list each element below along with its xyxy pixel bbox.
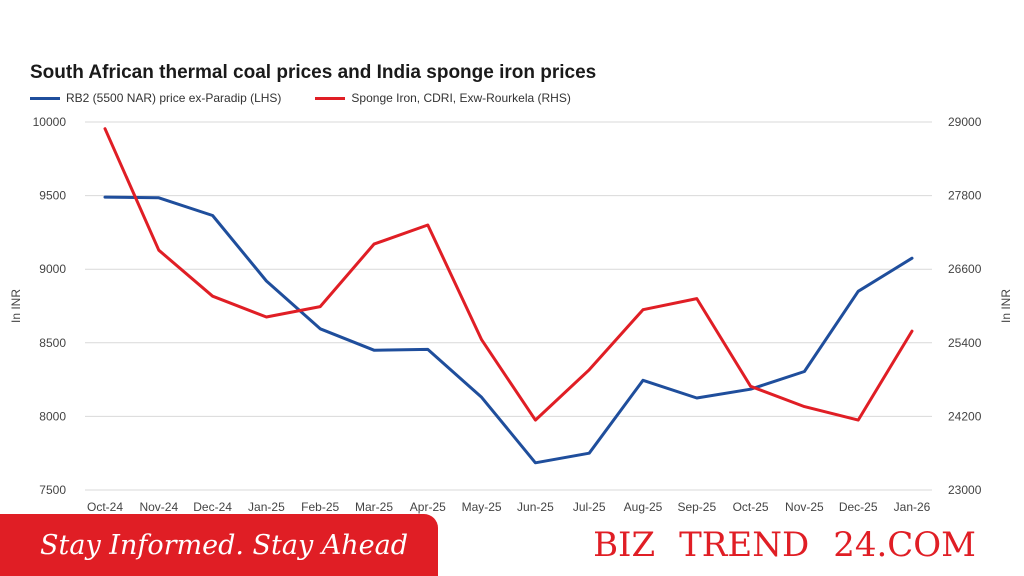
- x-tick-label: Oct-24: [87, 500, 123, 514]
- tagline-banner: Stay Informed. Stay Ahead: [0, 514, 438, 576]
- brand-banner: BIZ TREND 24.COM: [438, 514, 1024, 576]
- x-tick-label: Nov-24: [139, 500, 178, 514]
- x-tick-label: Sep-25: [677, 500, 716, 514]
- x-tick-label: Dec-24: [193, 500, 232, 514]
- y-tick-right: 23000: [948, 483, 982, 497]
- y-tick-right: 25400: [948, 336, 982, 350]
- series-line-rb2: [103, 195, 914, 465]
- y-tick-right: 27800: [948, 189, 982, 203]
- x-tick-label: Jan-25: [248, 500, 285, 514]
- y-tick-left: 8500: [39, 336, 66, 350]
- x-tick-label: Jul-25: [573, 500, 606, 514]
- y-tick-right: 24200: [948, 409, 982, 423]
- legend-swatch-sponge-iron: [315, 96, 346, 100]
- x-tick-label: Mar-25: [355, 500, 393, 514]
- brand-prefix: BIZ: [593, 525, 656, 565]
- brand-suffix: 24.COM: [833, 525, 976, 565]
- x-tick-label: Nov-25: [785, 500, 824, 514]
- x-tick-label: Apr-25: [410, 500, 446, 514]
- tagline-text: Stay Informed. Stay Ahead: [40, 529, 409, 561]
- y-tick-right: 26600: [948, 262, 982, 276]
- brand-mid: TREND: [679, 525, 810, 565]
- y-tick-right: 29000: [948, 115, 982, 129]
- legend-label-sponge-iron: Sponge Iron, CDRI, Exw-Rourkela (RHS): [351, 91, 571, 105]
- x-tick-label: May-25: [462, 500, 502, 514]
- x-tick-label: Dec-25: [839, 500, 878, 514]
- y-axis-title-left: In INR: [9, 289, 23, 323]
- y-axis-title-right: In INR: [999, 289, 1013, 323]
- series-line-sponge-iron: [103, 127, 914, 422]
- y-tick-left: 7500: [39, 483, 66, 497]
- legend-item-sponge-iron: Sponge Iron, CDRI, Exw-Rourkela (RHS): [315, 91, 571, 105]
- y-tick-left: 9000: [39, 262, 66, 276]
- x-tick-label: Feb-25: [301, 500, 339, 514]
- y-tick-left: 9500: [39, 189, 66, 203]
- x-tick-label: Jan-26: [894, 500, 931, 514]
- x-tick-label: Jun-25: [517, 500, 554, 514]
- legend-item-rb2: RB2 (5500 NAR) price ex-Paradip (LHS): [30, 91, 281, 105]
- x-tick-label: Aug-25: [624, 500, 663, 514]
- legend-swatch-rb2: [30, 96, 60, 100]
- legend-label-rb2: RB2 (5500 NAR) price ex-Paradip (LHS): [66, 91, 282, 105]
- chart-legend: RB2 (5500 NAR) price ex-Paradip (LHS) Sp…: [30, 91, 571, 105]
- brand-logo: BIZ TREND 24.COM: [593, 525, 1024, 565]
- x-tick-label: Oct-25: [733, 500, 769, 514]
- y-tick-left: 10000: [33, 115, 67, 129]
- y-tick-left: 8000: [39, 409, 66, 423]
- chart-title: South African thermal coal prices and In…: [30, 62, 597, 83]
